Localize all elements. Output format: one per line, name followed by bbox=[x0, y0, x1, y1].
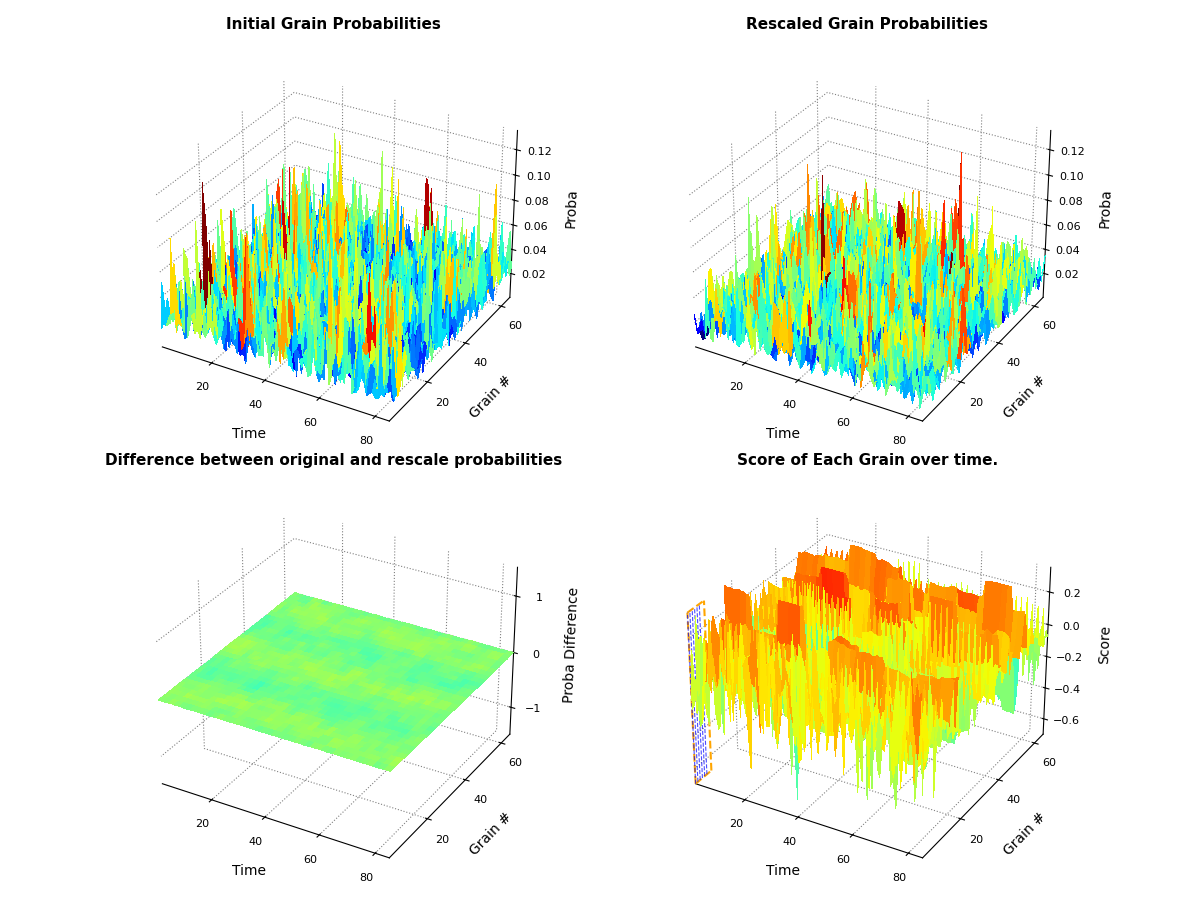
Y-axis label: Grain #: Grain # bbox=[467, 373, 515, 421]
Title: Rescaled Grain Probabilities: Rescaled Grain Probabilities bbox=[746, 17, 988, 32]
X-axis label: Time: Time bbox=[765, 427, 800, 441]
X-axis label: Time: Time bbox=[232, 864, 267, 878]
X-axis label: Time: Time bbox=[232, 427, 267, 441]
X-axis label: Time: Time bbox=[765, 864, 800, 878]
Title: Score of Each Grain over time.: Score of Each Grain over time. bbox=[736, 454, 998, 469]
Title: Difference between original and rescale probabilities: Difference between original and rescale … bbox=[106, 454, 562, 469]
Y-axis label: Grain #: Grain # bbox=[1000, 373, 1048, 421]
Title: Initial Grain Probabilities: Initial Grain Probabilities bbox=[227, 17, 441, 32]
Y-axis label: Grain #: Grain # bbox=[1000, 809, 1048, 858]
Y-axis label: Grain #: Grain # bbox=[467, 809, 515, 858]
